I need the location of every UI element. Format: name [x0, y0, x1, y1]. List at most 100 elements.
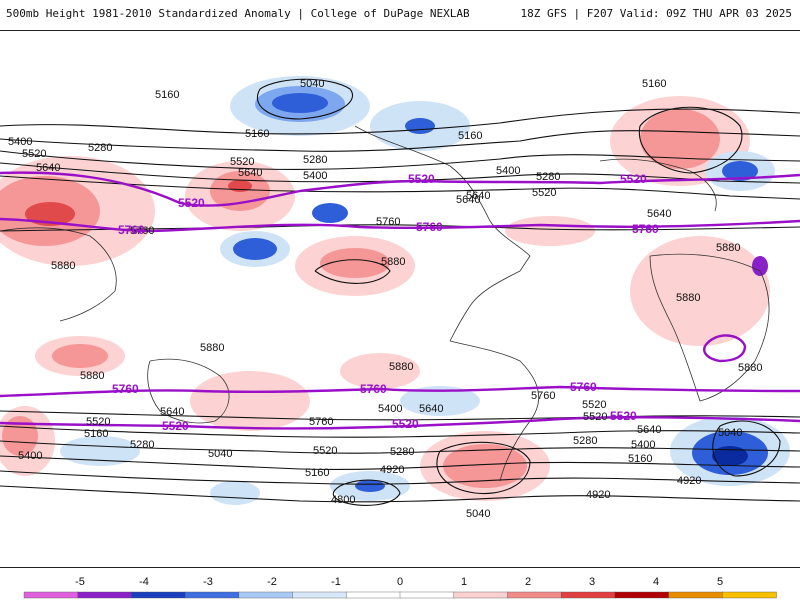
anomaly-region: [443, 444, 527, 488]
anomaly-region: [405, 118, 435, 134]
colorbar-segment: [77, 591, 133, 599]
height-label: 5160: [155, 89, 179, 101]
height-label: 5520: [583, 411, 607, 423]
highlight-label-group: 5520 5520 5520 5760 5760 5760 5760 5760 …: [112, 172, 659, 433]
height-label: 5400: [631, 439, 655, 451]
contour-5880-ring: [703, 334, 747, 363]
contour-line: [314, 259, 391, 284]
anomaly-shading: [0, 76, 790, 505]
highlight-height-label: 5520: [178, 196, 205, 210]
colorbar-segment: [131, 591, 186, 599]
colorbar-segment: [23, 591, 79, 599]
height-label: 5280: [303, 154, 327, 166]
highlight-height-label: 5760: [632, 222, 659, 236]
anomaly-region: [210, 481, 260, 505]
height-label: 5520: [532, 187, 556, 199]
height-label: 5640: [647, 208, 671, 220]
height-label: 5280: [130, 439, 154, 451]
anomaly-region: [630, 236, 770, 346]
contour-line: [0, 410, 800, 421]
height-label: 5520: [22, 148, 46, 160]
contour-line: [0, 470, 800, 485]
height-label: 5640: [36, 162, 60, 174]
height-label: 5400: [8, 136, 32, 148]
height-label: 5760: [531, 390, 555, 402]
height-label: 5160: [642, 78, 666, 90]
contour-line: [712, 420, 781, 477]
height-label: 5880: [80, 370, 104, 382]
anomaly-region: [2, 416, 38, 456]
highlight-height-label: 5520: [610, 409, 637, 423]
contour-line: [0, 425, 800, 438]
height-label: 5280: [88, 142, 112, 154]
anomaly-region: [272, 93, 328, 113]
height-label: 5160: [245, 128, 269, 140]
height-label: 5760: [376, 216, 400, 228]
anomaly-region: [752, 256, 768, 276]
anomaly-region: [312, 203, 348, 223]
colorbar-tick-label: 2: [525, 576, 531, 588]
highlight-height-label: 5760: [570, 380, 597, 394]
anomaly-region: [722, 161, 758, 181]
height-label: 5880: [381, 256, 405, 268]
colorbar-tick-label: -1: [331, 576, 341, 588]
height-label: 5160: [305, 467, 329, 479]
contour-line: [638, 106, 743, 174]
highlight-height-label: 5520: [620, 172, 647, 186]
map-canvas: 5040 5160 5160 5160 5400 5520 5640 5280 …: [0, 76, 800, 520]
coastlines: [0, 125, 770, 482]
contour-5760-south: [0, 385, 800, 398]
height-label: 5640: [160, 406, 184, 418]
height-label: 5760: [130, 225, 154, 237]
coastline-africa: [649, 253, 770, 402]
coastline-south-america: [449, 340, 539, 482]
height-label: 4920: [677, 475, 701, 487]
colorbar-tick-label: 1: [461, 576, 467, 588]
colorbar-canvas: -5 -4 -3 -2 -1 0 1 2 3 4 5: [23, 576, 777, 599]
highlight-height-label: 5760: [360, 382, 387, 396]
height-label: 5880: [676, 292, 700, 304]
title-bar: 500mb Height 1981-2010 Standardized Anom…: [0, 0, 800, 30]
height-label: 5280: [573, 435, 597, 447]
map-title: 500mb Height 1981-2010 Standardized Anom…: [6, 7, 470, 20]
colorbar-segment: [560, 591, 616, 599]
height-label: 5640: [637, 424, 661, 436]
height-label: 5520: [582, 399, 606, 411]
height-label: 4800: [331, 494, 355, 506]
height-label: 5520: [86, 416, 110, 428]
height-label: 5640: [456, 194, 480, 206]
height-label: 5160: [628, 453, 652, 465]
height-label: 5520: [313, 445, 337, 457]
anomaly-region: [52, 344, 108, 368]
anomaly-region: [505, 216, 595, 246]
coastline-europe: [599, 158, 717, 212]
anomaly-region: [320, 248, 390, 278]
height-label: 5400: [378, 403, 402, 415]
highlight-height-label: 5760: [118, 223, 145, 237]
height-label: 5640: [419, 403, 443, 415]
height-label: 5880: [200, 342, 224, 354]
anomaly-region: [60, 436, 140, 466]
colorbar-segment: [722, 591, 777, 599]
height-label: 5160: [84, 428, 108, 440]
anomaly-region: [190, 371, 310, 431]
height-label: 5280: [390, 446, 414, 458]
anomaly-region: [640, 109, 720, 169]
contour-line: [0, 175, 800, 200]
anomaly-region: [25, 202, 75, 226]
colorbar-tick-label: -2: [267, 576, 277, 588]
contour-line: [0, 440, 800, 454]
height-label: 5760: [309, 416, 333, 428]
height-label: 5520: [230, 156, 254, 168]
height-label: 5040: [208, 448, 232, 460]
height-label: 4920: [380, 464, 404, 476]
height-label: 4920: [586, 489, 610, 501]
colorbar-segment: [453, 591, 509, 599]
model-run-info: 18Z GFS | F207 Valid: 09Z THU APR 03 202…: [520, 7, 792, 20]
colorbar-segment: [614, 591, 670, 599]
height-label: 5880: [738, 362, 762, 374]
highlight-contours: [0, 171, 800, 430]
contour-line: [0, 455, 800, 470]
colorbar-segment: [184, 591, 240, 599]
colorbar-segment: [346, 591, 401, 599]
